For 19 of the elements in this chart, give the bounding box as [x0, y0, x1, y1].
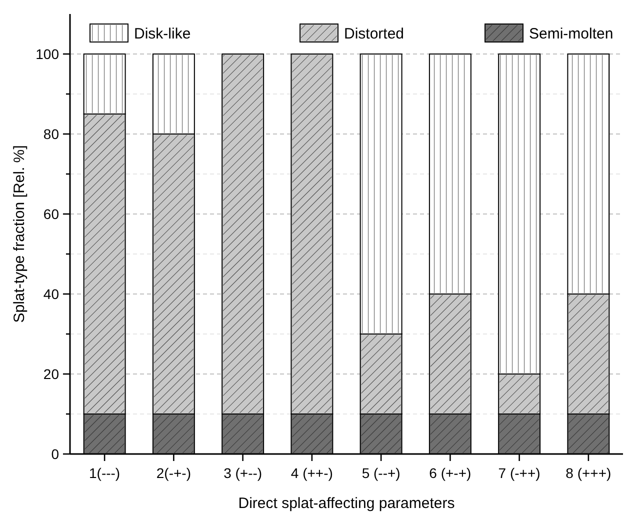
y-tick-label: 0	[51, 446, 60, 462]
x-axis-title: Direct splat-affecting parameters	[238, 495, 455, 512]
y-tick-label: 100	[36, 46, 60, 62]
y-tick-label: 60	[43, 206, 60, 222]
y-tick-label: 20	[43, 366, 60, 382]
x-tick-label: 4 (++-)	[290, 465, 333, 481]
y-tick-label: 80	[43, 126, 60, 142]
y-tick-label: 40	[43, 286, 60, 302]
x-tick-label: 7 (-++)	[498, 465, 540, 481]
x-tick-label: 6 (+-+)	[429, 465, 472, 481]
x-tick-label: 2(-+-)	[156, 465, 191, 481]
x-tick-label: 3 (+--)	[224, 465, 262, 481]
legend-label: Semi-molten	[529, 25, 614, 42]
y-axis-title: Splat-type fraction [Rel. %]	[11, 145, 28, 323]
x-tick-label: 1(---)	[89, 465, 120, 481]
legend-label: Disk-like	[134, 25, 191, 42]
x-tick-label: 8 (+++)	[566, 465, 612, 481]
x-tick-label: 5 (--+)	[362, 465, 400, 481]
legend-label: Distorted	[344, 25, 404, 42]
